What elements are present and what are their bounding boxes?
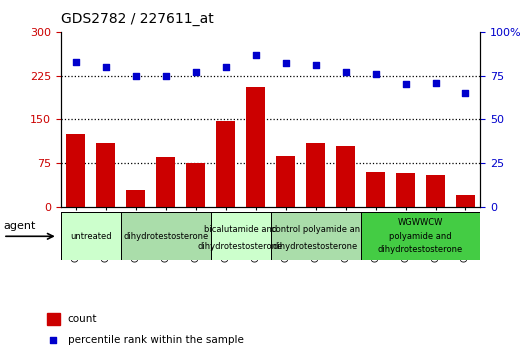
Bar [396, 173, 415, 207]
Bar [246, 87, 266, 207]
Point [312, 62, 320, 68]
Bar [47, 313, 60, 325]
Text: bicalutamide and: bicalutamide and [204, 225, 277, 234]
Text: percentile rank within the sample: percentile rank within the sample [68, 335, 243, 345]
Bar [216, 121, 235, 207]
Text: agent: agent [3, 221, 35, 231]
Bar [126, 190, 145, 207]
Bar [211, 212, 271, 260]
Bar [366, 172, 385, 207]
Bar [66, 134, 86, 207]
Text: untreated: untreated [70, 232, 111, 241]
Bar [61, 212, 121, 260]
Point [401, 81, 410, 87]
Point [49, 337, 58, 343]
Text: control polyamide an: control polyamide an [271, 225, 360, 234]
Point [101, 64, 110, 70]
Point [251, 52, 260, 57]
Bar [96, 143, 116, 207]
Text: dihydrotestosterone: dihydrotestosterone [123, 232, 208, 241]
Bar [186, 163, 205, 207]
Text: dihydrotestosterone: dihydrotestosterone [378, 245, 463, 254]
Bar [276, 156, 295, 207]
Bar [426, 175, 445, 207]
Text: WGWWCW: WGWWCW [398, 218, 443, 227]
Point [192, 69, 200, 75]
Point [281, 61, 290, 66]
Bar [336, 146, 355, 207]
Bar [271, 212, 361, 260]
Bar [361, 212, 480, 260]
Text: GDS2782 / 227611_at: GDS2782 / 227611_at [61, 12, 213, 27]
Point [131, 73, 140, 79]
Point [461, 90, 470, 96]
Text: count: count [68, 314, 97, 324]
Point [431, 80, 440, 86]
Point [71, 59, 80, 64]
Text: polyamide and: polyamide and [389, 232, 452, 241]
Text: dihydrotestosterone: dihydrotestosterone [273, 242, 358, 251]
Point [162, 73, 170, 79]
Point [221, 64, 230, 70]
Point [341, 69, 350, 75]
Bar [121, 212, 211, 260]
Bar [306, 143, 325, 207]
Point [371, 71, 380, 77]
Bar [456, 195, 475, 207]
Bar [156, 158, 175, 207]
Text: dihydrotestosterone: dihydrotestosterone [198, 242, 283, 251]
